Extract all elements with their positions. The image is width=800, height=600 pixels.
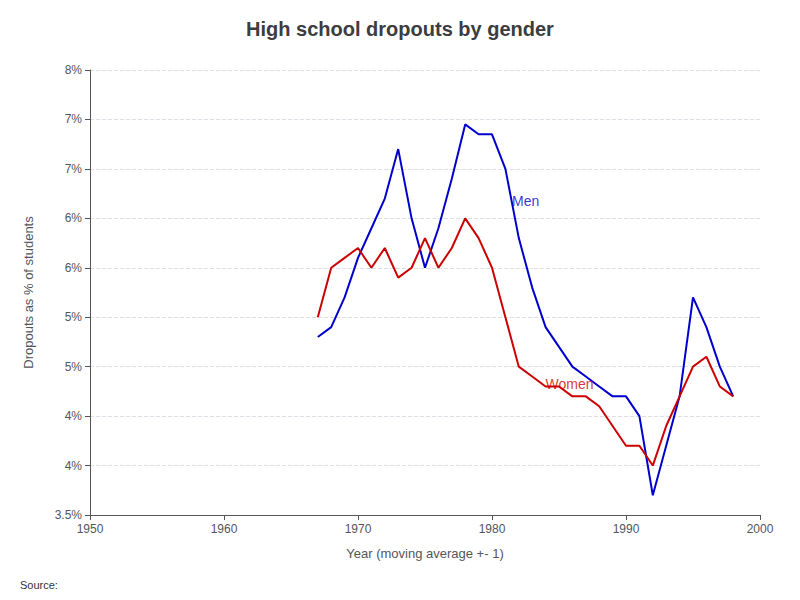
svg-text:High school dropouts by gender: High school dropouts by gender: [246, 18, 554, 40]
svg-text:4%: 4%: [65, 409, 83, 423]
svg-text:Women: Women: [546, 376, 594, 392]
svg-text:1980: 1980: [479, 522, 506, 536]
svg-text:Dropouts as % of students: Dropouts as % of students: [21, 216, 36, 369]
svg-text:7%: 7%: [65, 162, 83, 176]
svg-text:2000: 2000: [747, 522, 774, 536]
svg-text:1990: 1990: [613, 522, 640, 536]
svg-text:Source:: Source:: [20, 579, 58, 591]
svg-text:5%: 5%: [65, 360, 83, 374]
svg-text:4%: 4%: [65, 459, 83, 473]
svg-text:6%: 6%: [65, 211, 83, 225]
svg-text:1950: 1950: [77, 522, 104, 536]
svg-text:Men: Men: [512, 193, 539, 209]
svg-text:8%: 8%: [65, 63, 83, 77]
svg-text:Year (moving average +- 1): Year (moving average +- 1): [346, 546, 503, 561]
svg-text:7%: 7%: [65, 112, 83, 126]
svg-text:1970: 1970: [345, 522, 372, 536]
svg-text:1960: 1960: [211, 522, 238, 536]
svg-text:5%: 5%: [65, 310, 83, 324]
svg-text:6%: 6%: [65, 261, 83, 275]
svg-text:3.5%: 3.5%: [55, 508, 83, 522]
